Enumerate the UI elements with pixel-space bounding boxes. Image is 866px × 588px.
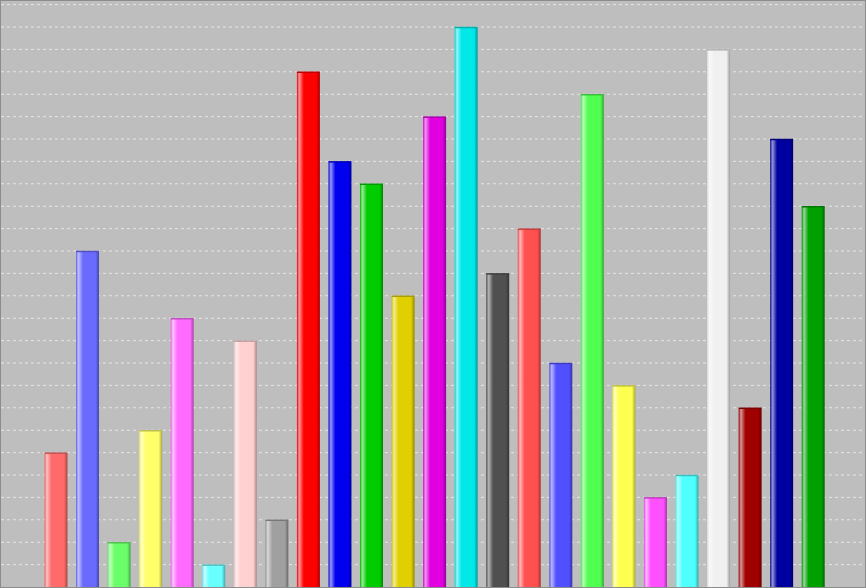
bar — [612, 385, 636, 587]
bar — [549, 363, 573, 587]
bar — [202, 564, 226, 587]
bar — [517, 228, 541, 587]
bar — [233, 340, 257, 587]
bar — [675, 475, 699, 587]
bar — [107, 542, 131, 587]
bar — [76, 251, 100, 587]
bar — [44, 452, 68, 587]
bar — [486, 273, 510, 587]
bar — [360, 183, 383, 587]
bar — [801, 206, 825, 587]
bar — [643, 497, 667, 587]
bar — [139, 430, 163, 587]
bar — [738, 407, 762, 587]
bar — [580, 94, 604, 587]
bar — [328, 161, 352, 587]
bar — [296, 71, 320, 587]
bars — [44, 26, 825, 587]
bar — [423, 116, 447, 587]
bar — [454, 27, 478, 587]
bar — [770, 139, 794, 587]
bar — [707, 49, 731, 587]
bar — [170, 318, 194, 587]
bar — [265, 519, 289, 587]
bar — [391, 295, 415, 587]
